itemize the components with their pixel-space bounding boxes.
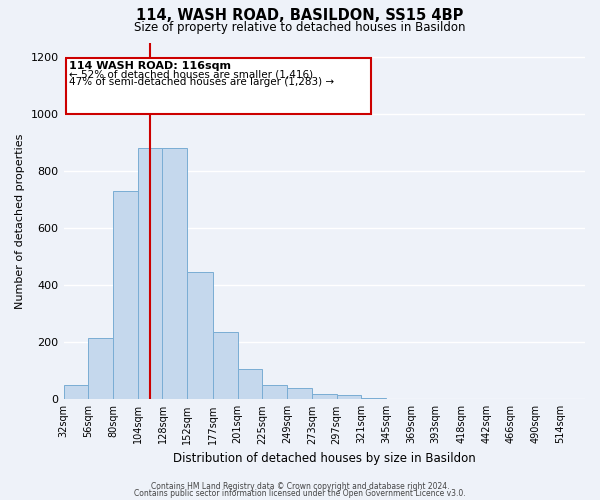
Bar	[312, 394, 337, 400]
Text: Size of property relative to detached houses in Basildon: Size of property relative to detached ho…	[134, 21, 466, 34]
Bar	[163, 148, 187, 400]
Bar	[337, 395, 361, 400]
Bar	[64, 385, 88, 400]
Text: 47% of semi-detached houses are larger (1,283) →: 47% of semi-detached houses are larger (…	[68, 78, 334, 88]
Bar	[238, 370, 262, 400]
Bar	[213, 332, 238, 400]
Bar	[361, 398, 386, 400]
Text: 114, WASH ROAD, BASILDON, SS15 4BP: 114, WASH ROAD, BASILDON, SS15 4BP	[136, 8, 464, 22]
Bar	[287, 388, 312, 400]
Text: ← 52% of detached houses are smaller (1,416): ← 52% of detached houses are smaller (1,…	[68, 70, 313, 80]
Text: 114 WASH ROAD: 116sqm: 114 WASH ROAD: 116sqm	[68, 61, 230, 71]
Bar	[113, 191, 138, 400]
Bar	[262, 385, 287, 400]
Text: Contains public sector information licensed under the Open Government Licence v3: Contains public sector information licen…	[134, 489, 466, 498]
Bar	[138, 148, 163, 400]
Text: Contains HM Land Registry data © Crown copyright and database right 2024.: Contains HM Land Registry data © Crown c…	[151, 482, 449, 491]
FancyBboxPatch shape	[65, 58, 371, 114]
X-axis label: Distribution of detached houses by size in Basildon: Distribution of detached houses by size …	[173, 452, 476, 465]
Bar	[88, 338, 113, 400]
Bar	[187, 272, 213, 400]
Y-axis label: Number of detached properties: Number of detached properties	[15, 133, 25, 308]
